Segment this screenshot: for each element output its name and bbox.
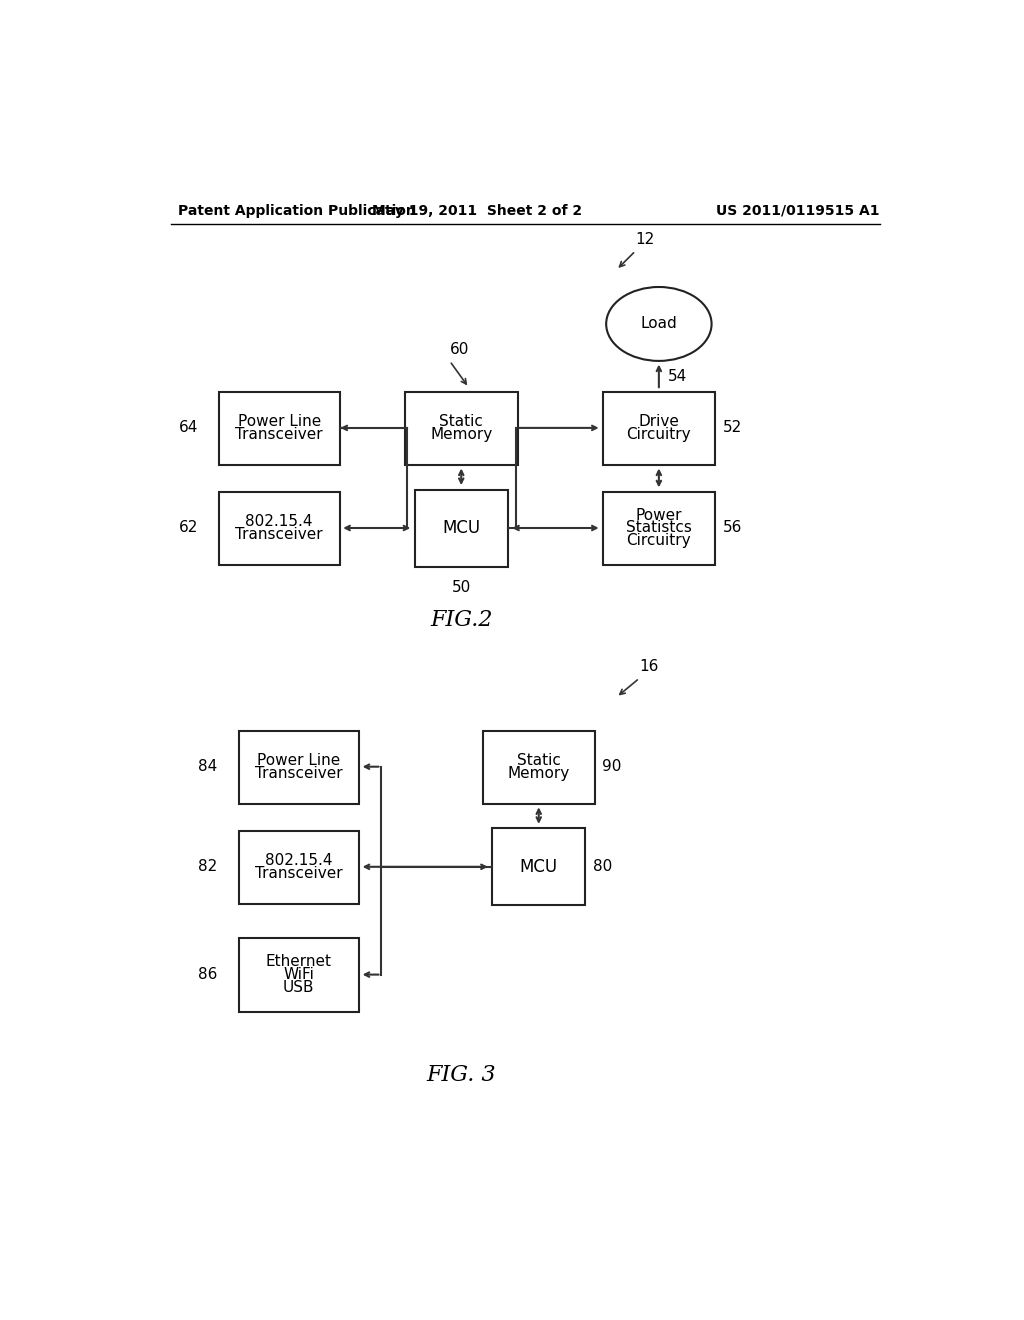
Text: 56: 56 xyxy=(722,520,741,536)
Text: MCU: MCU xyxy=(442,519,480,537)
Text: 90: 90 xyxy=(602,759,622,775)
Text: 82: 82 xyxy=(198,859,217,874)
Text: 16: 16 xyxy=(640,659,658,675)
Text: Power Line: Power Line xyxy=(257,752,340,768)
Text: 12: 12 xyxy=(636,232,655,247)
Bar xyxy=(415,490,508,566)
Text: Circuitry: Circuitry xyxy=(627,426,691,442)
Bar xyxy=(493,829,586,906)
Text: Patent Application Publication: Patent Application Publication xyxy=(178,203,416,218)
Text: 64: 64 xyxy=(178,420,198,436)
Text: Transceiver: Transceiver xyxy=(236,426,323,442)
Text: FIG. 3: FIG. 3 xyxy=(426,1064,496,1085)
Text: 50: 50 xyxy=(452,581,471,595)
Text: 86: 86 xyxy=(198,968,217,982)
Text: 62: 62 xyxy=(178,520,198,536)
Text: Ethernet: Ethernet xyxy=(265,954,332,969)
Text: MCU: MCU xyxy=(520,858,558,875)
Text: Drive: Drive xyxy=(638,414,679,429)
Bar xyxy=(603,492,716,565)
Bar xyxy=(239,730,359,804)
Text: 802.15.4: 802.15.4 xyxy=(246,515,313,529)
Bar xyxy=(483,730,595,804)
Text: May 19, 2011  Sheet 2 of 2: May 19, 2011 Sheet 2 of 2 xyxy=(372,203,582,218)
Text: WiFi: WiFi xyxy=(283,968,314,982)
Text: USB: USB xyxy=(283,979,314,995)
Bar xyxy=(406,392,518,465)
Text: Memory: Memory xyxy=(508,766,570,780)
Text: 54: 54 xyxy=(669,368,687,384)
Bar xyxy=(219,492,340,565)
Text: US 2011/0119515 A1: US 2011/0119515 A1 xyxy=(716,203,880,218)
Bar xyxy=(219,392,340,465)
Text: Transceiver: Transceiver xyxy=(255,766,342,780)
Text: 52: 52 xyxy=(722,420,741,436)
Text: Static: Static xyxy=(439,414,483,429)
Text: 60: 60 xyxy=(450,342,469,358)
Text: Power: Power xyxy=(636,508,682,523)
Text: Transceiver: Transceiver xyxy=(255,866,342,880)
Text: Static: Static xyxy=(517,752,561,768)
Ellipse shape xyxy=(606,286,712,360)
Bar xyxy=(239,939,359,1011)
Text: Power Line: Power Line xyxy=(238,414,321,429)
Text: FIG.2: FIG.2 xyxy=(430,610,493,631)
Text: 80: 80 xyxy=(593,859,612,874)
Text: 84: 84 xyxy=(198,759,217,775)
Bar xyxy=(239,830,359,904)
Text: Load: Load xyxy=(640,317,677,331)
Bar xyxy=(603,392,716,465)
Text: Circuitry: Circuitry xyxy=(627,533,691,548)
Text: Statistcs: Statistcs xyxy=(626,520,692,536)
Text: 802.15.4: 802.15.4 xyxy=(265,853,332,869)
Text: Transceiver: Transceiver xyxy=(236,527,323,541)
Text: Memory: Memory xyxy=(430,426,493,442)
